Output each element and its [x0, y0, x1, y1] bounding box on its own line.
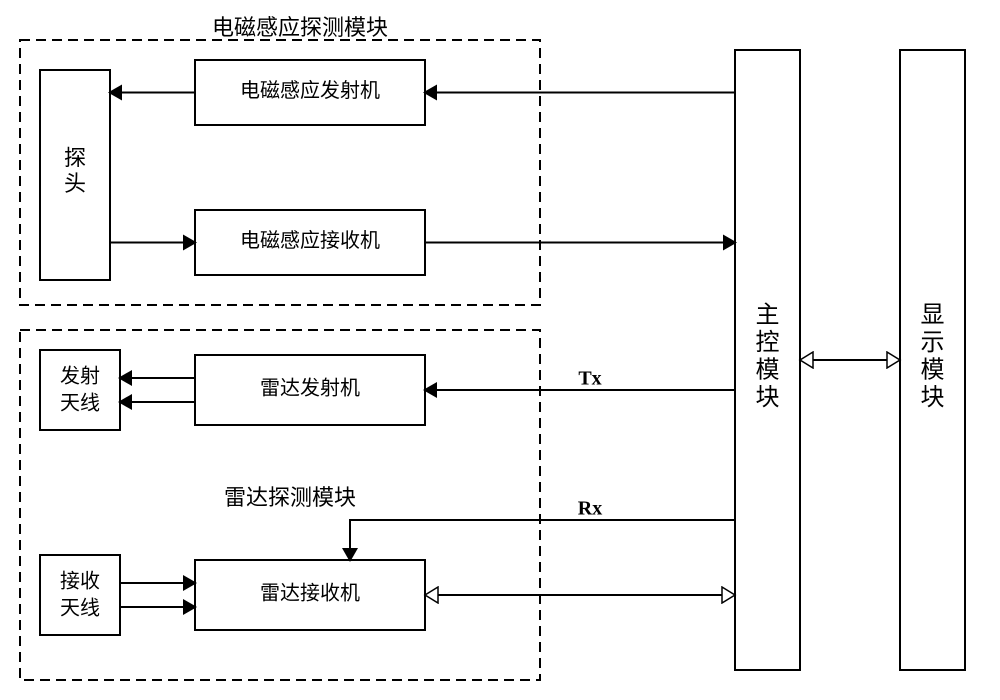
svg-text:天线: 天线	[60, 597, 100, 620]
svg-text:示: 示	[921, 330, 945, 356]
svg-text:Rx: Rx	[578, 498, 602, 520]
svg-text:模: 模	[756, 357, 780, 384]
svg-text:雷达接收机: 雷达接收机	[260, 582, 360, 605]
svg-text:显: 显	[921, 302, 945, 328]
svg-text:主: 主	[756, 301, 780, 328]
svg-text:块: 块	[921, 384, 945, 411]
svg-text:雷达发射机: 雷达发射机	[260, 377, 360, 400]
svg-text:电磁感应探测模块: 电磁感应探测模块	[212, 15, 388, 40]
svg-text:接收: 接收	[60, 570, 100, 593]
svg-text:发射: 发射	[60, 365, 100, 388]
svg-text:电磁感应发射机: 电磁感应发射机	[240, 79, 380, 102]
svg-text:探: 探	[64, 146, 86, 171]
svg-text:电磁感应接收机: 电磁感应接收机	[240, 229, 380, 252]
svg-text:头: 头	[64, 171, 86, 196]
svg-text:Tx: Tx	[578, 368, 601, 390]
svg-text:模: 模	[921, 357, 945, 384]
svg-text:控: 控	[756, 329, 780, 356]
svg-text:块: 块	[756, 384, 780, 411]
svg-text:雷达探测模块: 雷达探测模块	[224, 485, 356, 510]
svg-text:天线: 天线	[60, 392, 100, 415]
